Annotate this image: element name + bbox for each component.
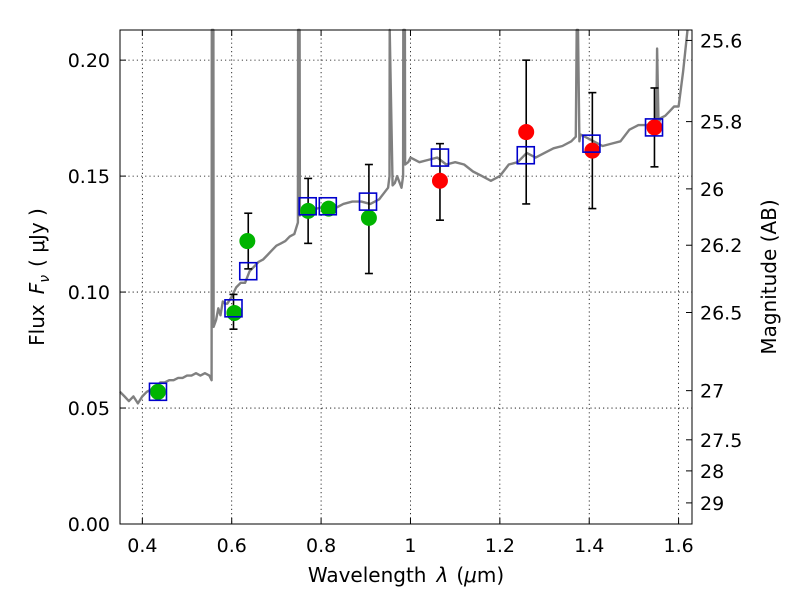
- green-circle-point: [239, 233, 256, 250]
- y-tick-label: 0.10: [68, 282, 110, 304]
- x-tick-label: 1.4: [574, 535, 604, 557]
- green-circle-point: [149, 383, 166, 400]
- y-tick-label: 0.15: [68, 166, 110, 188]
- y2-tick-label: 27.5: [700, 430, 742, 452]
- open-square-point: [298, 196, 317, 216]
- open-square-point: [644, 118, 664, 137]
- x-tick-label: 1.2: [485, 535, 515, 557]
- y2-tick-label: 25.8: [700, 112, 742, 134]
- green-circle-point: [226, 304, 243, 321]
- y2-tick-label: 25.6: [700, 30, 742, 52]
- green-circle-point: [320, 200, 337, 217]
- green-circle-point: [360, 209, 377, 226]
- y-tick-label: 0.00: [68, 514, 110, 536]
- x-tick-label: 1: [404, 535, 416, 557]
- open-square-point: [582, 134, 601, 153]
- open-square-point: [318, 196, 338, 216]
- y2-axis-title: Magnitude (AB): [757, 199, 781, 354]
- x-axis-title: Wavelength λ (μm): [308, 563, 504, 587]
- y2-tick-label: 29: [700, 493, 724, 515]
- x-tick-label: 0.8: [306, 535, 336, 557]
- red-circle-point: [646, 119, 663, 136]
- y-axis-title: FluxFν( μJy ): [25, 208, 53, 346]
- y-tick-label: 0.05: [68, 398, 110, 420]
- red-circle-point: [431, 172, 448, 189]
- y2-tick-label: 27: [700, 381, 724, 403]
- open-square-point: [516, 145, 536, 165]
- y-tick-label: 0.20: [68, 50, 110, 72]
- open-square-point: [224, 299, 243, 318]
- plot-frame: [119, 29, 693, 525]
- open-square-point: [430, 148, 450, 167]
- green-circle-point: [300, 202, 317, 219]
- x-tick-label: 1.6: [663, 535, 693, 557]
- y2-tick-label: 26: [700, 179, 724, 201]
- open-square-point: [148, 382, 168, 402]
- red-circle-point: [518, 124, 535, 141]
- model-spectrum: [119, 28, 689, 405]
- axis-ticks: 0.4 0.6 0.8 1 1.2 1.4 1.6 0.00 0.05 0.10 0.15 0.20 2…: [68, 30, 742, 557]
- y2-tick-label: 28: [700, 461, 724, 483]
- x-tick-label: 0.6: [217, 535, 247, 557]
- error-bars: [229, 59, 659, 330]
- red-circle-point: [584, 142, 601, 159]
- open-square-point: [238, 261, 258, 281]
- y2-tick-label: 26.2: [700, 235, 742, 257]
- x-tick-label: 0.4: [127, 535, 157, 557]
- data-markers: [148, 118, 664, 402]
- model-spectrum-line: [119, 28, 689, 405]
- y2-tick-label: 26.5: [700, 302, 742, 324]
- open-square-point: [358, 192, 378, 211]
